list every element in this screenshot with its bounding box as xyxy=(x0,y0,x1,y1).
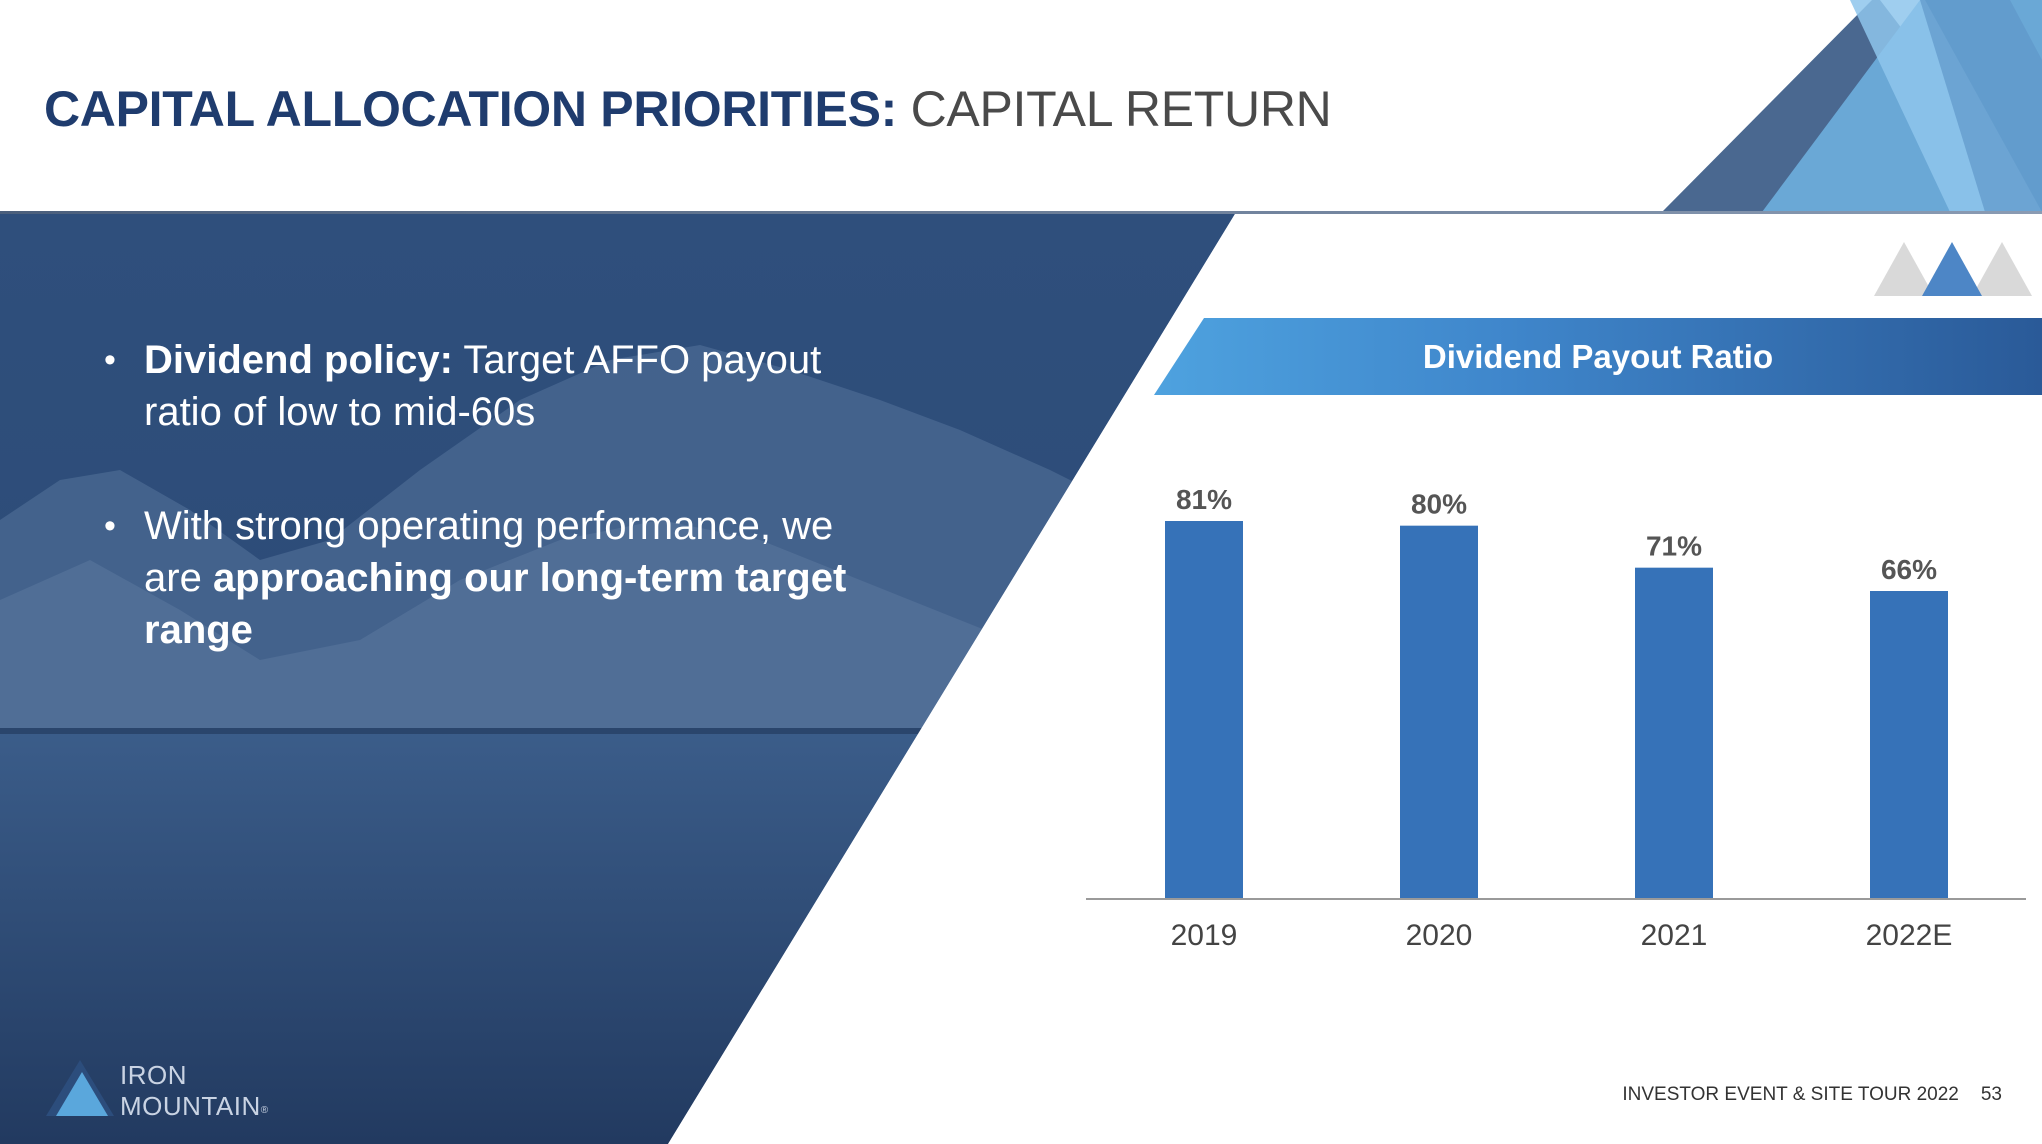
bullet-operating-performance: With strong operating performance, we ar… xyxy=(104,500,864,656)
bar-2020 xyxy=(1400,525,1478,899)
data-label-2021: 71% xyxy=(1646,531,1702,562)
x-tick-2020: 2020 xyxy=(1406,919,1473,952)
x-tick-2019: 2019 xyxy=(1171,919,1238,952)
logo-line1: IRON xyxy=(120,1060,187,1090)
x-tick-2022e: 2022E xyxy=(1866,919,1953,952)
bullet-dividend-policy: Dividend policy: Target AFFO payout rati… xyxy=(104,334,864,438)
bullet-1-bold: Dividend policy: xyxy=(144,338,453,382)
page-number: 53 xyxy=(1980,1084,2002,1105)
bar-2022e xyxy=(1870,591,1948,899)
data-label-2020: 80% xyxy=(1411,489,1467,520)
chart-title-banner xyxy=(1154,318,2042,395)
iron-mountain-logo-icon xyxy=(46,1060,114,1116)
bar-2019 xyxy=(1165,521,1243,899)
bullet-1-text: Target AFFO payout ratio of low to mid-6… xyxy=(144,338,822,434)
header-divider xyxy=(0,211,2042,214)
chart-title: Dividend Payout Ratio xyxy=(1422,337,1774,375)
bullet-list: Dividend policy: Target AFFO payout rati… xyxy=(104,334,864,718)
bullet-2-bold: approaching our long-term target range xyxy=(144,556,847,652)
data-label-2019: 81% xyxy=(1176,484,1232,515)
header-mountain-graphic xyxy=(1662,0,2042,212)
registered-mark: ® xyxy=(260,1105,269,1116)
x-tick-2021: 2021 xyxy=(1641,919,1708,952)
triangles-icon xyxy=(1874,242,2032,296)
bullet-2-text: With strong operating performance, we ar… xyxy=(144,504,834,600)
footer-event: INVESTOR EVENT & SITE TOUR 2022 xyxy=(1622,1084,1959,1105)
company-logo-text: IRON MOUNTAIN® xyxy=(120,1060,269,1122)
title-light: CAPITAL RETURN xyxy=(910,81,1332,137)
bar-2021 xyxy=(1635,567,1713,899)
logo-line2: MOUNTAIN xyxy=(120,1091,261,1121)
footer: INVESTOR EVENT & SITE TOUR 2022 53 xyxy=(1622,1084,2002,1106)
data-label-2022e: 66% xyxy=(1881,554,1937,585)
dividend-payout-chart: 81% 2019 80% 2020 71% 2021 66% 2022E xyxy=(1086,484,2026,952)
title-strong: CAPITAL ALLOCATION PRIORITIES: xyxy=(44,81,898,137)
page-title: CAPITAL ALLOCATION PRIORITIES: CAPITAL R… xyxy=(44,80,1332,138)
